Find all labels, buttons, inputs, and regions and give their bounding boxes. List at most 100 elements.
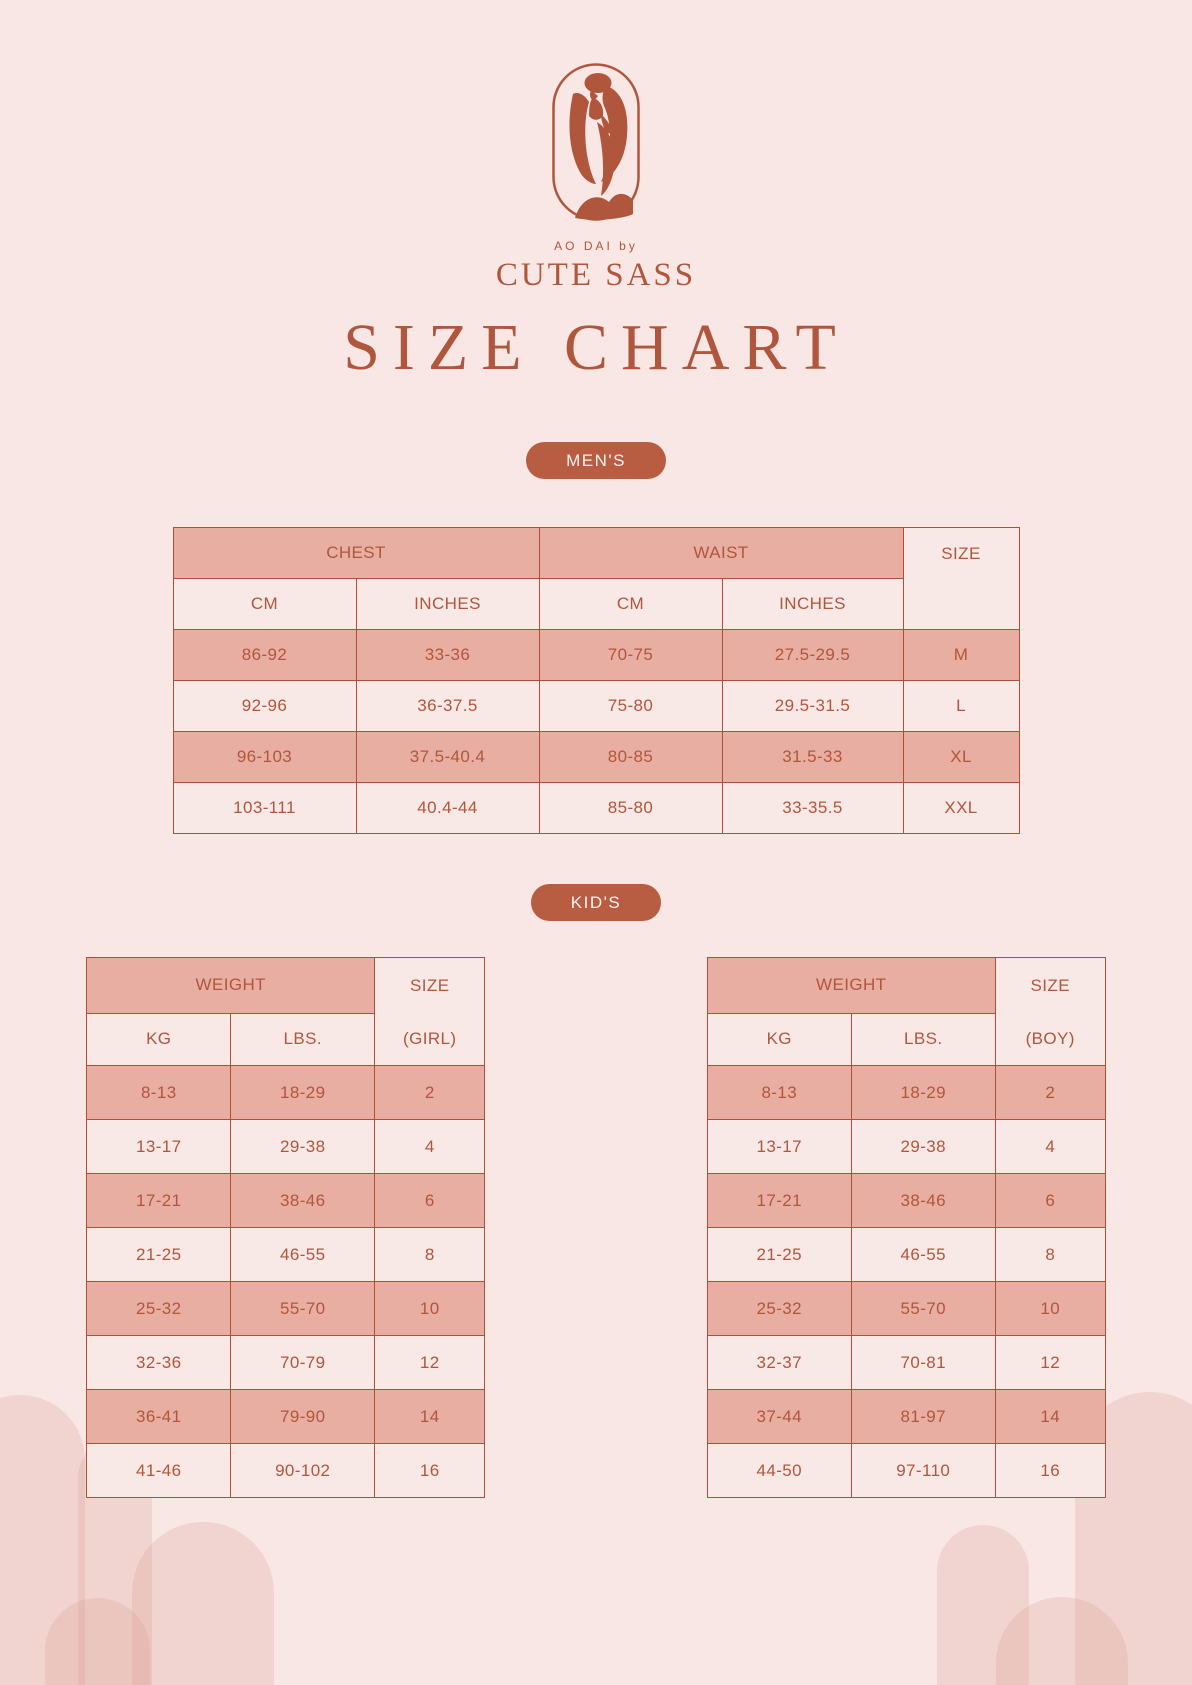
boys-size-table: WEIGHT SIZE (BOY) KG LBS. 8-13 18-29 2 1… <box>706 957 1106 1498</box>
table-cell: 75-80 <box>538 680 723 732</box>
table-cell: 6 <box>374 1173 486 1228</box>
size-row-l: 92-96 36-37.5 75-80 29.5-31.5 L <box>172 680 1020 732</box>
lbs-header: LBS. <box>230 1012 376 1066</box>
boy-size-row: 17-21 38-46 6 <box>706 1173 1106 1228</box>
table-cell: 8 <box>994 1227 1106 1282</box>
chest-header: CHEST <box>172 527 540 579</box>
table-cell: 70-81 <box>850 1335 996 1390</box>
size-boy-header: SIZE (BOY) <box>994 957 1106 1066</box>
table-cell: 8-13 <box>86 1065 232 1120</box>
brand-tagline: AO DAI by <box>554 239 638 253</box>
table-cell: 13-17 <box>706 1119 852 1174</box>
table-cell: 8-13 <box>706 1065 852 1120</box>
table-cell: 80-85 <box>538 731 723 783</box>
girl-size-row: 13-17 29-38 4 <box>86 1119 486 1174</box>
table-cell: 33-36 <box>355 629 540 681</box>
table-cell: 55-70 <box>230 1281 376 1336</box>
cm-header: CM <box>172 578 357 630</box>
decor-arch <box>0 1395 85 1685</box>
table-cell: 36-37.5 <box>355 680 540 732</box>
boy-size-row: 25-32 55-70 10 <box>706 1281 1106 1336</box>
girl-size-row: 41-46 90-102 16 <box>86 1443 486 1498</box>
table-cell: L <box>902 680 1020 732</box>
table-cell: 31.5-33 <box>721 731 904 783</box>
mens-size-table: CHEST WAIST SIZE CM INCHES CM INCHES 86-… <box>172 527 1020 834</box>
table-cell: 29-38 <box>230 1119 376 1174</box>
girl-size-row: 25-32 55-70 10 <box>86 1281 486 1336</box>
inches-header: INCHES <box>355 578 540 630</box>
table-cell: 21-25 <box>86 1227 232 1282</box>
table-cell: 92-96 <box>172 680 357 732</box>
page-title: SIZE CHART <box>343 311 849 384</box>
table-cell: 25-32 <box>86 1281 232 1336</box>
boy-size-row: 32-37 70-81 12 <box>706 1335 1106 1390</box>
page: AO DAI by CUTE SASS SIZE CHART MEN'S CHE… <box>0 0 1192 1498</box>
kg-header: KG <box>706 1012 852 1066</box>
table-cell: 33-35.5 <box>721 782 904 834</box>
table-cell: 55-70 <box>850 1281 996 1336</box>
table-cell: 14 <box>374 1389 486 1444</box>
boy-size-row: 13-17 29-38 4 <box>706 1119 1106 1174</box>
table-cell: 29-38 <box>850 1119 996 1174</box>
size-row-xl: 96-103 37.5-40.4 80-85 31.5-33 XL <box>172 731 1020 783</box>
table-cell: 103-111 <box>172 782 357 834</box>
waist-header: WAIST <box>538 527 904 579</box>
table-cell: 21-25 <box>706 1227 852 1282</box>
table-cell: 13-17 <box>86 1119 232 1174</box>
table-cell: 32-36 <box>86 1335 232 1390</box>
table-cell: 46-55 <box>230 1227 376 1282</box>
table-cell: 32-37 <box>706 1335 852 1390</box>
weight-header: WEIGHT <box>706 957 996 1014</box>
table-cell: 38-46 <box>850 1173 996 1228</box>
table-cell: 12 <box>994 1335 1106 1390</box>
size-header: SIZE <box>902 527 1020 630</box>
boy-size-row: 8-13 18-29 2 <box>706 1065 1106 1120</box>
girl-size-row: 21-25 46-55 8 <box>86 1227 486 1282</box>
table-cell: 8 <box>374 1227 486 1282</box>
decor-arch <box>937 1525 1029 1685</box>
table-cell: 27.5-29.5 <box>721 629 904 681</box>
table-cell: M <box>902 629 1020 681</box>
table-cell: 79-90 <box>230 1389 376 1444</box>
table-cell: 25-32 <box>706 1281 852 1336</box>
table-cell: 46-55 <box>850 1227 996 1282</box>
table-cell: 18-29 <box>230 1065 376 1120</box>
inches-header: INCHES <box>721 578 904 630</box>
table-cell: 18-29 <box>850 1065 996 1120</box>
decor-arch <box>132 1522 274 1685</box>
table-cell: 41-46 <box>86 1443 232 1498</box>
table-cell: 4 <box>374 1119 486 1174</box>
girl-size-row: 8-13 18-29 2 <box>86 1065 486 1120</box>
table-cell: 81-97 <box>850 1389 996 1444</box>
table-cell: 36-41 <box>86 1389 232 1444</box>
boy-size-row: 44-50 97-110 16 <box>706 1443 1106 1498</box>
cm-header: CM <box>538 578 723 630</box>
table-cell: 17-21 <box>706 1173 852 1228</box>
brand-logo: AO DAI by CUTE SASS <box>0 0 1192 294</box>
table-cell: 70-75 <box>538 629 723 681</box>
boy-size-row: 21-25 46-55 8 <box>706 1227 1106 1282</box>
table-cell: 96-103 <box>172 731 357 783</box>
weight-header: WEIGHT <box>86 957 376 1014</box>
girls-size-table: WEIGHT SIZE (GIRL) KG LBS. 8-13 18-29 2 … <box>86 957 486 1498</box>
table-cell: 17-21 <box>86 1173 232 1228</box>
brand-name: CUTE SASS <box>495 257 697 293</box>
size-row-m: 86-92 33-36 70-75 27.5-29.5 M <box>172 629 1020 681</box>
table-cell: 86-92 <box>172 629 357 681</box>
table-cell: 90-102 <box>230 1443 376 1498</box>
table-cell: 12 <box>374 1335 486 1390</box>
lbs-header: LBS. <box>850 1012 996 1066</box>
table-cell: 85-80 <box>538 782 723 834</box>
table-cell: 70-79 <box>230 1335 376 1390</box>
mens-section-badge: MEN'S <box>526 442 666 479</box>
table-cell: 14 <box>994 1389 1106 1444</box>
girl-size-row: 32-36 70-79 12 <box>86 1335 486 1390</box>
table-cell: 97-110 <box>850 1443 996 1498</box>
table-cell: 16 <box>994 1443 1106 1498</box>
table-cell: 2 <box>994 1065 1106 1120</box>
kids-tables: WEIGHT SIZE (GIRL) KG LBS. 8-13 18-29 2 … <box>0 957 1192 1498</box>
table-cell: XXL <box>902 782 1020 834</box>
table-cell: 4 <box>994 1119 1106 1174</box>
table-cell: 29.5-31.5 <box>721 680 904 732</box>
decor-arch <box>45 1598 150 1685</box>
